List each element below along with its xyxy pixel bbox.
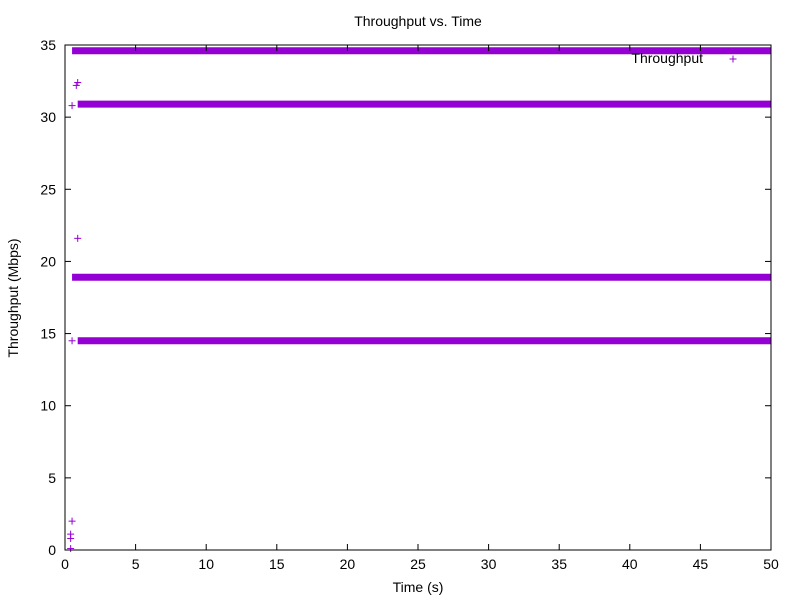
data-point <box>74 234 82 242</box>
y-tick-label: 10 <box>40 398 56 414</box>
y-axis-label: Throughput (Mbps) <box>5 238 21 357</box>
x-tick-label: 25 <box>410 556 426 572</box>
data-point <box>74 79 82 87</box>
y-tick-label: 30 <box>40 109 56 125</box>
y-tick-label: 35 <box>40 37 56 53</box>
x-tick-label: 20 <box>340 556 356 572</box>
data-point <box>67 530 75 538</box>
x-tick-label: 15 <box>269 556 285 572</box>
data-point <box>67 545 75 553</box>
data-point <box>72 81 80 89</box>
x-tick-label: 45 <box>693 556 709 572</box>
plot-frame <box>64 44 772 551</box>
legend-marker <box>729 55 737 63</box>
x-tick-label: 0 <box>61 556 69 572</box>
chart-title: Throughput vs. Time <box>354 13 482 29</box>
data-layer <box>67 47 771 553</box>
x-tick-label: 30 <box>481 556 497 572</box>
data-point <box>68 517 76 525</box>
x-tick-label: 50 <box>763 556 779 572</box>
legend-label: Throughput <box>631 50 703 66</box>
x-tick-label: 35 <box>551 556 567 572</box>
x-axis-label: Time (s) <box>393 579 444 595</box>
x-tick-label: 10 <box>198 556 214 572</box>
y-tick-label: 25 <box>40 181 56 197</box>
y-tick-label: 15 <box>40 326 56 342</box>
data-point <box>68 337 76 345</box>
legend-marker-plus <box>729 55 737 63</box>
legend: Throughput <box>631 50 737 66</box>
x-tick-label: 40 <box>622 556 638 572</box>
y-tick-label: 5 <box>48 470 56 486</box>
y-tick-label: 20 <box>40 253 56 269</box>
y-tick-label: 0 <box>48 542 56 558</box>
x-tick-label: 5 <box>132 556 140 572</box>
data-point <box>68 102 76 110</box>
